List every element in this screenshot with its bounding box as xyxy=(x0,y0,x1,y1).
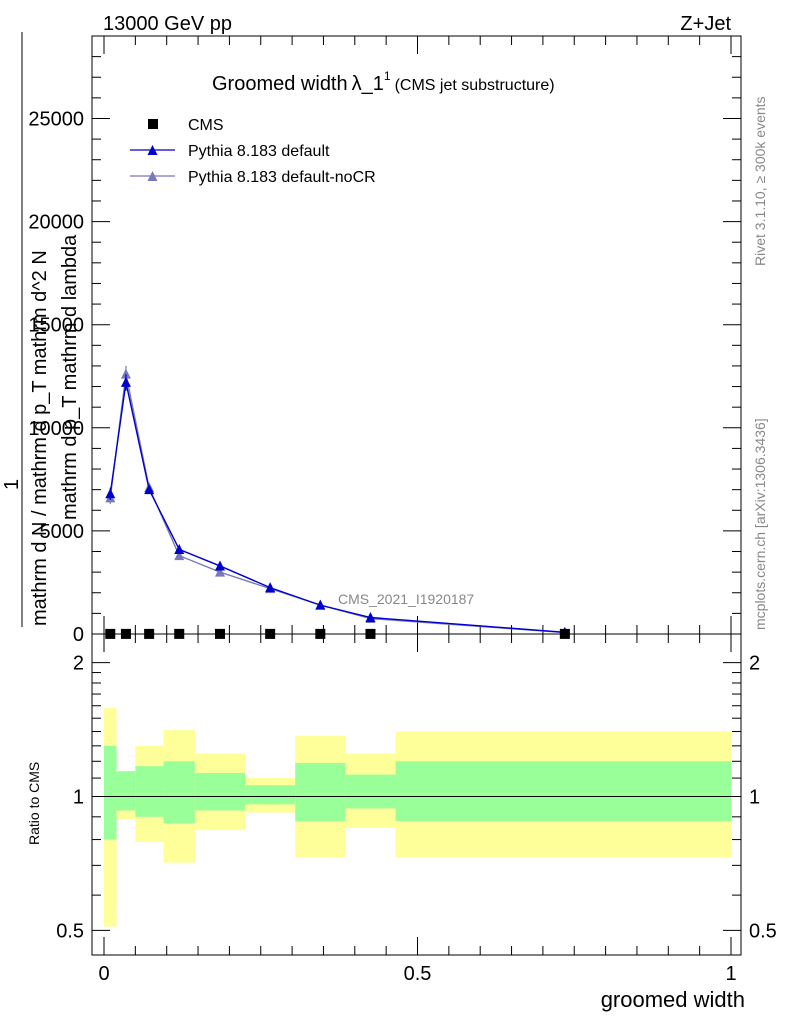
ratio-green-band xyxy=(194,772,246,811)
ratio-green-band xyxy=(395,761,731,822)
series-marker xyxy=(365,612,376,623)
y-tick-label: 20000 xyxy=(28,212,84,234)
main-panel: 0 5000 10000 15000 20000 25000 Groomed width λ… xyxy=(1,32,742,646)
y-tick-label: 15000 xyxy=(28,315,84,337)
ratio-green-band xyxy=(245,785,296,805)
series-marker xyxy=(214,566,225,577)
y-label-numerator: 1 xyxy=(1,479,23,490)
x-tick-labels: 0 0.5 1 xyxy=(98,963,736,985)
series-marker xyxy=(120,376,131,387)
y-tick-label: 25000 xyxy=(28,108,84,130)
legend-cms-label: CMS xyxy=(188,117,224,134)
legend-nocr-marker xyxy=(147,171,158,181)
series-marker xyxy=(174,550,185,561)
x-tick-label: 0 xyxy=(98,963,109,985)
ratio-tick-label-right: 2 xyxy=(749,653,760,675)
ratio-tick-label-left: 1 xyxy=(73,786,84,808)
legend: CMS Pythia 8.183 default Pythia 8.183 de… xyxy=(130,117,376,186)
ratio-tick-label-right: 1 xyxy=(749,786,760,808)
legend-nocr-label: Pythia 8.183 default-noCR xyxy=(188,169,376,186)
energy-label: 13000 GeV pp xyxy=(103,13,232,35)
ratio-green-band xyxy=(295,762,346,822)
series-marker xyxy=(265,582,276,593)
series-marker xyxy=(174,543,185,554)
legend-default-marker xyxy=(147,145,158,155)
ratio-frame xyxy=(91,633,742,956)
series-marker xyxy=(315,599,326,610)
y-label-denominator: mathrm d N / mathrm d p_T mathrm d^2 N xyxy=(29,250,51,626)
ratio-bands xyxy=(104,708,731,927)
rivet-label: Rivet 3.1.10, ≥ 300k events xyxy=(752,96,768,266)
ratio-green-band xyxy=(135,766,164,817)
x-tick-label: 1 xyxy=(725,963,736,985)
x-axis-label: groomed width xyxy=(601,987,745,1012)
y-tick-label: 0 xyxy=(73,624,84,646)
series-marker xyxy=(144,484,155,495)
process-label: Z+Jet xyxy=(680,13,731,35)
y-tick-label: 5000 xyxy=(40,521,85,543)
x-tick-label: 0.5 xyxy=(404,963,432,985)
ratio-x-ticks xyxy=(103,634,732,955)
y-tick-label: 10000 xyxy=(28,418,84,440)
main-series xyxy=(105,365,570,638)
mcplots-label: mcplots.cern.ch [arXiv:1306.3436] xyxy=(752,418,768,630)
ratio-tick-label-left: 2 xyxy=(73,653,84,675)
series-marker xyxy=(105,488,116,499)
main-x-ticks xyxy=(103,36,732,634)
analysis-id: CMS_2021_I1920187 xyxy=(338,591,474,607)
ratio-panel: 0.5 0.5 1 1 2 2 Ratio to CMS xyxy=(26,633,777,956)
ratio-green-band xyxy=(116,771,136,811)
ratio-green-band xyxy=(163,761,195,824)
series-marker xyxy=(120,368,131,379)
series-marker xyxy=(214,560,225,571)
ratio-tick-label-left: 0.5 xyxy=(56,920,84,942)
ratio-green-band xyxy=(104,745,117,840)
y-label-denominator-2: mathrm d p_T mathrm d lambda xyxy=(59,234,81,520)
plot-title: Groomed width λ_11(CMS jet substructure) xyxy=(212,69,555,95)
ratio-green-band xyxy=(345,774,396,809)
ratio-y-ticks: 0.5 0.5 1 1 2 2 xyxy=(56,653,777,943)
legend-cms-marker xyxy=(148,119,158,129)
ratio-tick-label-right: 0.5 xyxy=(749,920,777,942)
ratio-y-label: Ratio to CMS xyxy=(26,762,42,845)
main-y-ticks: 0 5000 10000 15000 20000 25000 xyxy=(28,35,741,646)
legend-default-label: Pythia 8.183 default xyxy=(188,143,330,160)
